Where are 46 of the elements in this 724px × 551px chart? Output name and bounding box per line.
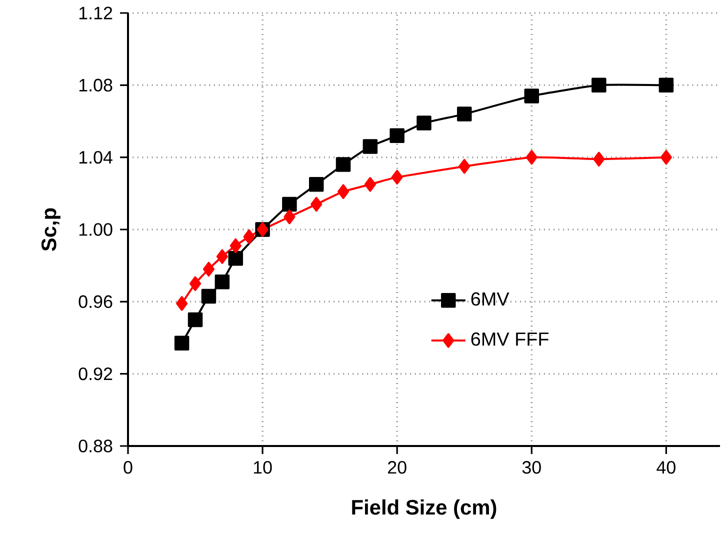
point [458,158,470,174]
point [230,238,242,254]
point [308,177,324,192]
y-tick-label: 0.92 [78,367,112,380]
point [336,157,351,172]
point [284,209,296,224]
legend-label: 6MV [471,292,510,306]
point [188,312,203,328]
point [362,139,378,154]
y-tick-label: 1.00 [79,223,112,236]
point [391,170,403,185]
y-tick-label: 1.08 [79,78,112,92]
point [201,288,216,304]
x-tick-label: 10 [254,461,272,474]
y-tick-label: 0.96 [78,295,112,308]
point [592,78,606,93]
point [390,128,404,144]
point [282,196,297,212]
point [176,296,188,311]
point [524,88,540,104]
point [174,336,190,351]
point [337,184,350,199]
point [416,116,432,130]
y-tick-label: 1.12 [79,6,112,20]
y-tick-label: 0.88 [78,440,112,452]
point [202,262,215,277]
point [593,152,605,167]
y-axis-title: Sc,p [41,208,60,251]
point [364,177,376,192]
point [243,229,255,244]
point [658,78,674,93]
point [660,150,672,165]
x-tick-label: 30 [522,461,541,474]
point [456,106,472,122]
legend-label: 6MV FFF [471,332,548,346]
x-tick-label: 40 [656,461,676,474]
point [216,249,228,264]
point [526,150,538,165]
point [310,196,322,212]
x-tick-label: 0 [124,461,132,474]
x-axis-title: Field Size (cm) [352,499,496,519]
point [189,276,202,291]
point [228,250,244,266]
point [214,274,230,290]
y-tick-label: 1.04 [79,150,112,164]
x-tick-label: 20 [388,461,406,474]
